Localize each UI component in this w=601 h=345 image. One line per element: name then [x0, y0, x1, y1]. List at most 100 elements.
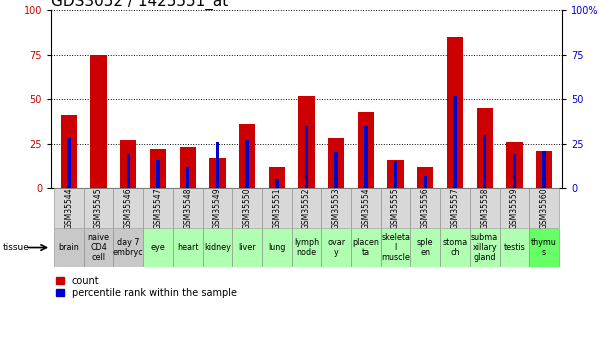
Text: ovar
y: ovar y: [327, 238, 345, 257]
Bar: [424, 176, 427, 188]
Text: placen
ta: placen ta: [352, 238, 379, 257]
Bar: [150, 149, 166, 188]
FancyBboxPatch shape: [291, 228, 322, 267]
Text: GSM35560: GSM35560: [540, 187, 549, 229]
FancyBboxPatch shape: [203, 228, 232, 267]
Bar: [180, 147, 196, 188]
FancyBboxPatch shape: [262, 188, 291, 228]
Bar: [216, 142, 219, 188]
Text: GSM35556: GSM35556: [421, 187, 430, 229]
Bar: [394, 161, 397, 188]
Bar: [127, 154, 130, 188]
Legend: count, percentile rank within the sample: count, percentile rank within the sample: [56, 276, 237, 298]
FancyBboxPatch shape: [173, 188, 203, 228]
Text: sple
en: sple en: [417, 238, 433, 257]
FancyBboxPatch shape: [381, 188, 410, 228]
Bar: [298, 96, 315, 188]
Bar: [305, 126, 308, 188]
Text: GSM35551: GSM35551: [272, 187, 281, 229]
FancyBboxPatch shape: [440, 188, 470, 228]
FancyBboxPatch shape: [54, 188, 84, 228]
FancyBboxPatch shape: [499, 188, 529, 228]
FancyBboxPatch shape: [143, 188, 173, 228]
Text: heart: heart: [177, 243, 198, 252]
Text: GSM35554: GSM35554: [361, 187, 370, 229]
Bar: [453, 96, 457, 188]
Bar: [186, 167, 189, 188]
Text: GSM35559: GSM35559: [510, 187, 519, 229]
Text: GSM35546: GSM35546: [124, 187, 133, 229]
Bar: [209, 158, 225, 188]
Text: naive
CD4
cell: naive CD4 cell: [88, 233, 109, 262]
FancyBboxPatch shape: [114, 188, 143, 228]
FancyBboxPatch shape: [84, 188, 114, 228]
Bar: [417, 167, 433, 188]
Text: GSM35555: GSM35555: [391, 187, 400, 229]
Bar: [61, 115, 77, 188]
Text: GSM35547: GSM35547: [153, 187, 162, 229]
FancyBboxPatch shape: [470, 228, 499, 267]
Bar: [156, 160, 160, 188]
Text: GSM35552: GSM35552: [302, 187, 311, 229]
Text: eye: eye: [151, 243, 165, 252]
Text: GSM35550: GSM35550: [243, 187, 252, 229]
Text: thymu
s: thymu s: [531, 238, 557, 257]
Bar: [239, 124, 255, 188]
Text: day 7
embryc: day 7 embryc: [113, 238, 144, 257]
Bar: [477, 108, 493, 188]
FancyBboxPatch shape: [143, 228, 173, 267]
Bar: [536, 151, 552, 188]
Bar: [388, 160, 404, 188]
FancyBboxPatch shape: [322, 228, 351, 267]
Text: lung: lung: [268, 243, 285, 252]
FancyBboxPatch shape: [203, 188, 232, 228]
Text: GSM35548: GSM35548: [183, 187, 192, 229]
Bar: [328, 138, 344, 188]
Text: liver: liver: [238, 243, 256, 252]
Text: kidney: kidney: [204, 243, 231, 252]
FancyBboxPatch shape: [529, 228, 559, 267]
Text: GSM35549: GSM35549: [213, 187, 222, 229]
FancyBboxPatch shape: [529, 188, 559, 228]
FancyBboxPatch shape: [232, 188, 262, 228]
FancyBboxPatch shape: [470, 188, 499, 228]
FancyBboxPatch shape: [351, 188, 381, 228]
Bar: [542, 151, 546, 188]
Text: tissue: tissue: [3, 243, 30, 252]
FancyBboxPatch shape: [232, 228, 262, 267]
Text: GDS3052 / 1425551_at: GDS3052 / 1425551_at: [51, 0, 228, 10]
Text: skeleta
l
muscle: skeleta l muscle: [381, 233, 410, 262]
FancyBboxPatch shape: [262, 228, 291, 267]
Bar: [120, 140, 136, 188]
FancyBboxPatch shape: [114, 228, 143, 267]
Text: GSM35545: GSM35545: [94, 187, 103, 229]
FancyBboxPatch shape: [410, 228, 440, 267]
Bar: [513, 154, 516, 188]
Bar: [334, 152, 338, 188]
Bar: [447, 37, 463, 188]
Bar: [90, 55, 107, 188]
Bar: [358, 112, 374, 188]
Text: GSM35553: GSM35553: [332, 187, 341, 229]
Text: lymph
node: lymph node: [294, 238, 319, 257]
Bar: [506, 142, 523, 188]
Bar: [67, 138, 71, 188]
Text: GSM35544: GSM35544: [64, 187, 73, 229]
FancyBboxPatch shape: [54, 228, 84, 267]
Bar: [364, 126, 368, 188]
FancyBboxPatch shape: [351, 228, 381, 267]
Bar: [275, 179, 279, 188]
FancyBboxPatch shape: [499, 228, 529, 267]
Text: GSM35557: GSM35557: [451, 187, 460, 229]
FancyBboxPatch shape: [440, 228, 470, 267]
Text: GSM35558: GSM35558: [480, 187, 489, 229]
FancyBboxPatch shape: [84, 228, 114, 267]
FancyBboxPatch shape: [410, 188, 440, 228]
FancyBboxPatch shape: [173, 228, 203, 267]
Text: brain: brain: [58, 243, 79, 252]
Bar: [245, 140, 249, 188]
FancyBboxPatch shape: [322, 188, 351, 228]
FancyBboxPatch shape: [291, 188, 322, 228]
FancyBboxPatch shape: [381, 228, 410, 267]
Text: testis: testis: [504, 243, 525, 252]
